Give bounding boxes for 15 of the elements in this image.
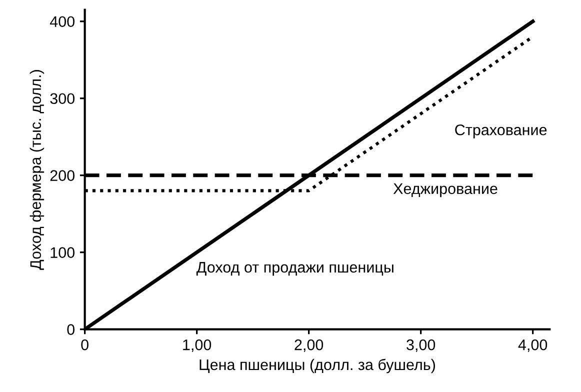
series-label: Страхование [455,124,547,138]
x-tick-label: 2,00 [294,339,324,352]
series-label: Доход от продажи пшеницы [196,262,394,276]
series-label: Хеджирование [393,183,498,198]
x-tick-label: 0 [81,339,88,350]
y-tick-label: 100 [50,247,75,258]
x-tick-label: 3,00 [406,339,436,352]
y-tick-label: 200 [50,170,75,181]
y-tick-label: 300 [50,93,75,104]
x-axis-title: Цена пшеницы (долл. за бушель) [200,358,435,374]
x-tick-label: 1,00 [183,339,212,352]
y-tick-label: 400 [50,16,75,28]
x-tick-label: 4,00 [518,339,548,352]
y-axis-title: Доход фермера (тыс. долл.) [30,70,44,270]
y-tick-label: 0 [67,324,75,335]
